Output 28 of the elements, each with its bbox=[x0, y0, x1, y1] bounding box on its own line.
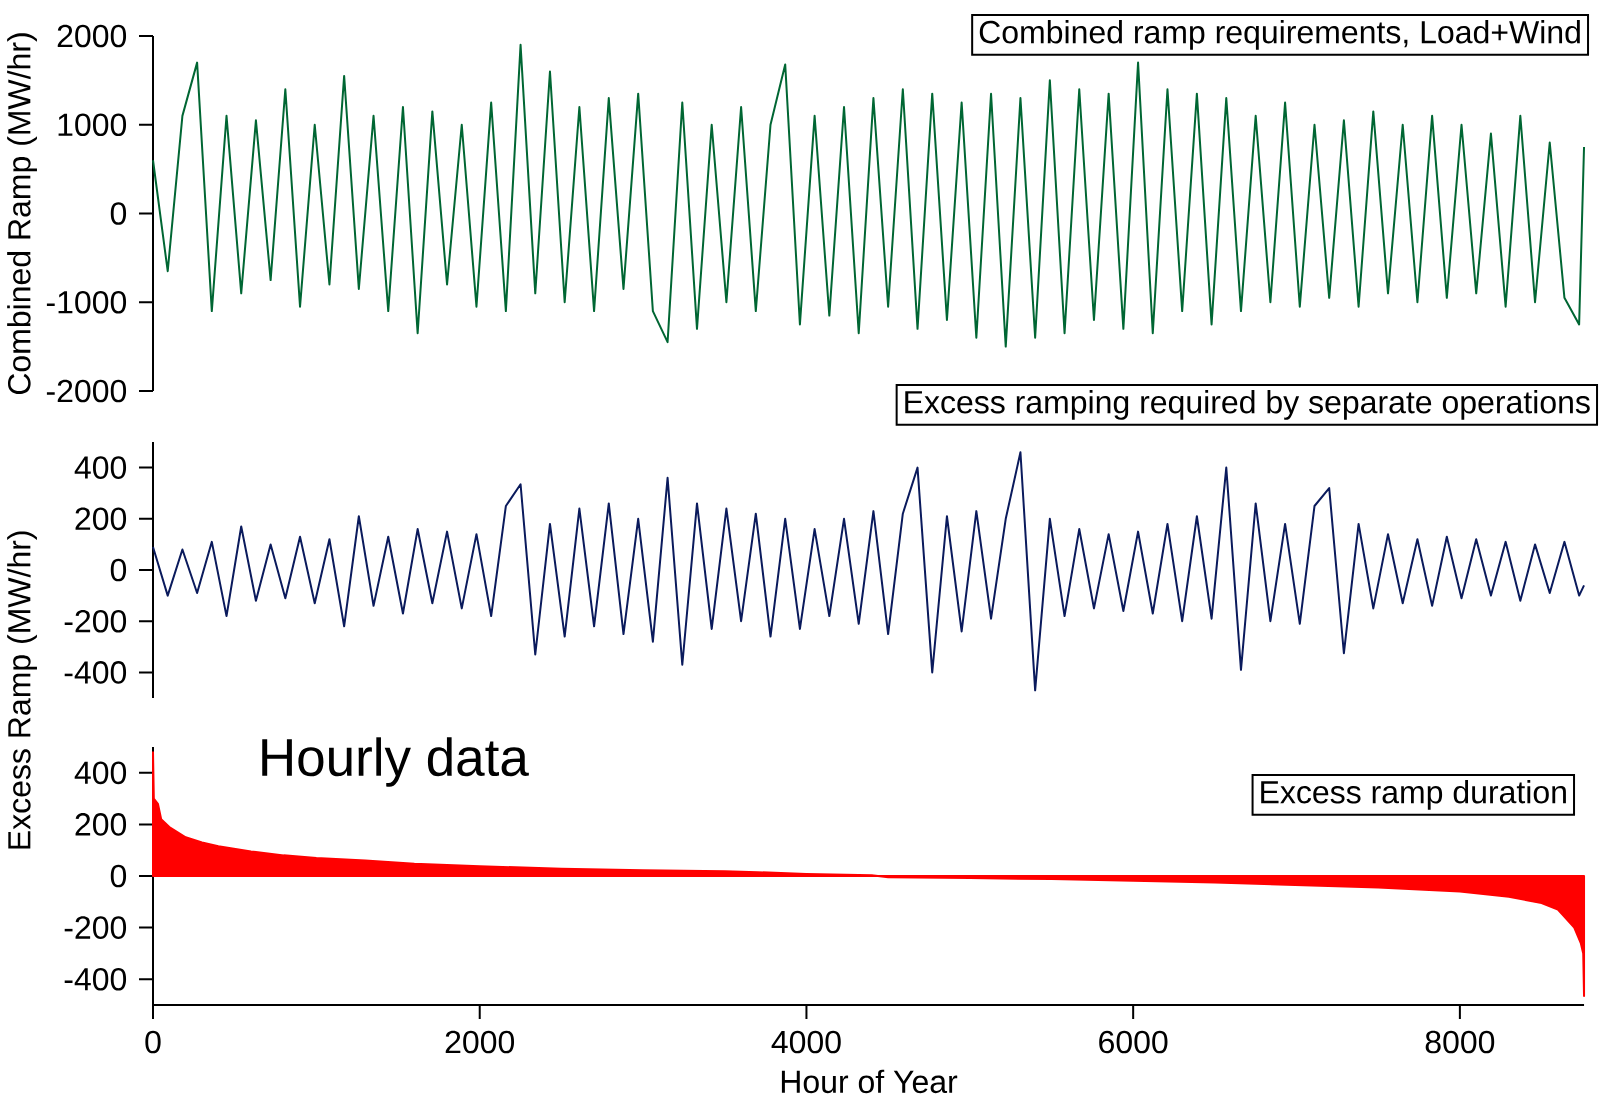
line-series bbox=[152, 451, 1586, 692]
y-tick-label: 200 bbox=[75, 507, 127, 531]
annotation: Combined ramp requirements, Load+Wind bbox=[979, 20, 1580, 50]
y-tick-label: -400 bbox=[64, 967, 127, 991]
y-tick-label: 400 bbox=[74, 456, 127, 479]
y-tick-label: -1000 bbox=[46, 290, 127, 314]
y-tick-label: 1000 bbox=[58, 113, 127, 137]
x-axis-title: Hour of Year bbox=[781, 1069, 958, 1094]
y-tick-label: 200 bbox=[75, 813, 127, 836]
y-axis-title: Combined Ramp (MW/hr) bbox=[7, 33, 37, 395]
x-tick-label: 8000 bbox=[1425, 1030, 1495, 1054]
y-tick-label: -400 bbox=[64, 661, 127, 684]
y-tick-label: 400 bbox=[74, 761, 127, 785]
x-tick-label: 6000 bbox=[1099, 1030, 1168, 1054]
y-tick-label: -2000 bbox=[46, 379, 127, 403]
y-tick-label: -200 bbox=[64, 609, 127, 633]
y-tick-label: 2000 bbox=[57, 24, 127, 48]
x-tick-label: 4000 bbox=[771, 1030, 841, 1054]
annotation: Excess ramp duration bbox=[1261, 780, 1566, 810]
y-tick-label: 0 bbox=[110, 202, 127, 225]
annotation: Excess ramping required by separate operations bbox=[905, 390, 1590, 420]
x-tick-label: 0 bbox=[145, 1030, 161, 1054]
annotation: Hourly data bbox=[262, 737, 529, 787]
y-tick-label: -200 bbox=[64, 916, 127, 939]
y-tick-label: 0 bbox=[110, 558, 127, 582]
x-tick-label: 2000 bbox=[445, 1030, 515, 1054]
y-axis-title: Excess Ramp (MW/hr) bbox=[7, 531, 37, 849]
y-tick-label: 0 bbox=[110, 864, 127, 888]
